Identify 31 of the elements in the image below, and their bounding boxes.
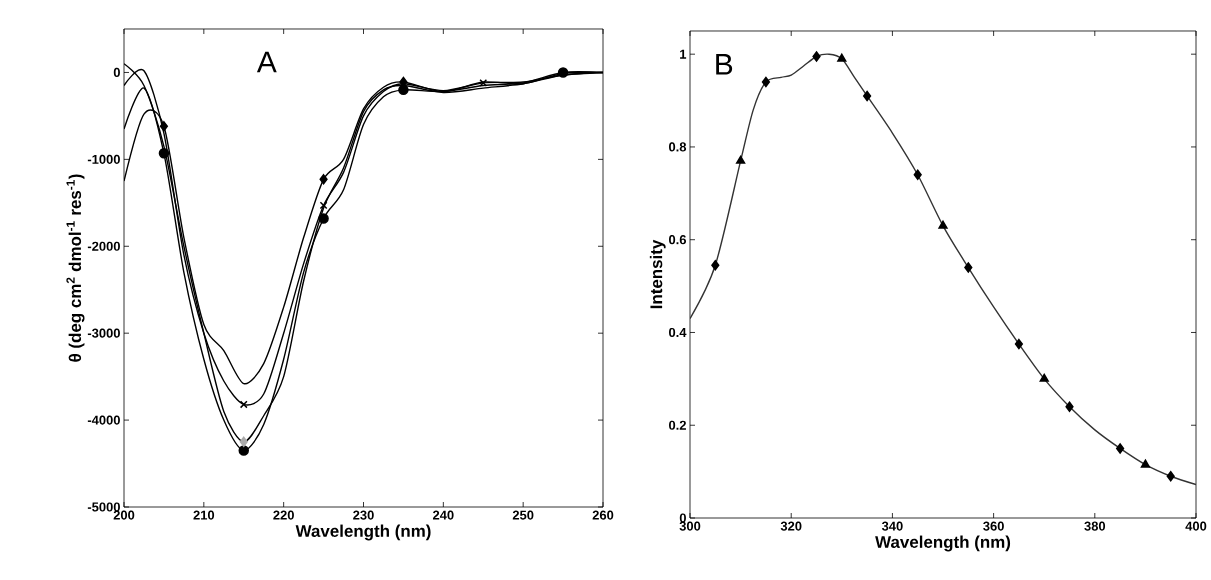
y-tick-label: -4000 <box>87 415 120 425</box>
y-tick-label: 0.8 <box>669 142 687 152</box>
y-tick-label: 0 <box>113 67 120 78</box>
x-tick-label: 400 <box>1185 521 1207 531</box>
y-tick-label: -1000 <box>87 154 120 164</box>
x-tick-label: 340 <box>881 521 903 531</box>
x-tick-label: 260 <box>592 510 614 520</box>
x-tick-label: 220 <box>273 510 294 520</box>
y-axis-title: Intensity <box>649 239 666 309</box>
y-tick-label: -3000 <box>87 328 120 338</box>
x-tick-label: 300 <box>679 521 701 531</box>
x-axis-title: Wavelength (nm) <box>875 535 1011 552</box>
x-tick-label: 200 <box>113 510 135 520</box>
x-tick-label: 320 <box>780 521 802 531</box>
y-tick-label: 0 <box>679 513 686 523</box>
annotation: B <box>716 53 733 75</box>
y-tick-label: -5000 <box>87 502 120 512</box>
y-tick-label: 1 <box>680 49 687 59</box>
y-axis-title: θ (deg cm$^{2}$ dmol$^{-1}$ res$^{-1}$) <box>66 174 85 362</box>
x-tick-label: 230 <box>353 510 374 520</box>
x-tick-label: 210 <box>193 510 215 520</box>
x-axis-title: Wavelength (nm) <box>295 524 431 541</box>
y-tick-label: -2000 <box>87 241 120 251</box>
annotation: A <box>256 51 277 73</box>
x-tick-label: 360 <box>983 521 1004 531</box>
x-tick-label: 240 <box>432 510 454 520</box>
x-tick-label: 380 <box>1084 521 1106 531</box>
y-tick-label: 0.4 <box>669 327 687 338</box>
y-tick-label: 0.6 <box>669 235 687 245</box>
y-tick-label: 0.2 <box>669 420 686 430</box>
x-tick-label: 250 <box>512 510 534 520</box>
